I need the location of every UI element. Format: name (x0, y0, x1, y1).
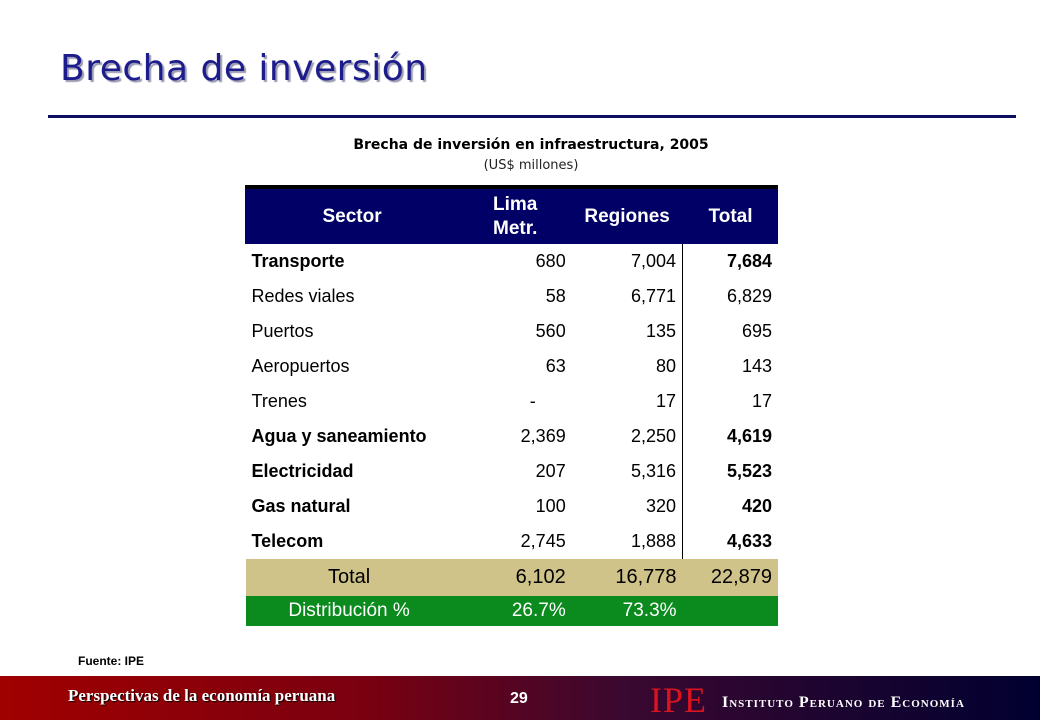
distribution-row: Distribución % 26.7% 73.3% (245, 596, 778, 626)
publication-title: Perspectivas de la economía peruana (68, 686, 336, 705)
table-row: Agua y saneamiento 2,369 2,250 4,619 (246, 419, 778, 454)
row-regiones: 2,250 (630, 426, 677, 446)
table-row: Telecom 2,745 1,888 4,633 (246, 524, 778, 559)
ipe-logo: IPE (650, 680, 707, 720)
row-lima: 2,369 (520, 426, 566, 446)
row-lima: 2,745 (520, 531, 566, 551)
row-regiones: 135 (645, 321, 677, 341)
total-row: Total 6,102 16,778 22,879 (245, 559, 778, 596)
row-total: 4,633 (682, 524, 778, 559)
total-label: Total (245, 559, 459, 596)
distribution-lima: 26.7% (458, 596, 572, 626)
row-total: 7,684 (682, 244, 778, 279)
table-row: Aeropuertos 63 80 143 (246, 349, 778, 384)
row-sector: Aeropuertos (251, 356, 350, 376)
row-regiones: 80 (656, 356, 677, 376)
row-lima: 58 (545, 286, 566, 306)
row-total: 143 (682, 349, 778, 384)
row-lima: 63 (545, 356, 566, 376)
row-sector: Redes viales (251, 286, 355, 306)
table-row: Puertos 560 135 695 (246, 314, 778, 349)
row-total: 695 (682, 314, 778, 349)
row-lima: 680 (535, 251, 566, 271)
row-lima: 207 (535, 461, 566, 481)
title-divider (48, 115, 1016, 118)
header-total: Total (682, 187, 778, 244)
source-note: Fuente: IPE (78, 654, 145, 668)
table-row: Electricidad 207 5,316 5,523 (246, 454, 778, 489)
institute-name: Instituto Peruano de Economía (722, 694, 965, 711)
table-row: Gas natural 100 320 420 (246, 489, 778, 524)
header-regiones: Regiones (571, 187, 683, 244)
row-total: 17 (682, 384, 778, 419)
row-sector: Trenes (251, 391, 307, 411)
distribution-regiones: 73.3% (571, 596, 683, 626)
row-regiones: 7,004 (630, 251, 677, 271)
distribution-label: Distribución % (245, 596, 459, 626)
row-total: 4,619 (682, 419, 778, 454)
table-subtitle: (US$ millones) (483, 158, 579, 173)
table-row: Transporte 680 7,004 7,684 (246, 244, 778, 279)
row-lima: 560 (535, 321, 566, 341)
total-regiones: 16,778 (571, 559, 683, 596)
row-sector: Agua y saneamiento (251, 426, 427, 446)
table-row: Trenes - 17 17 (246, 384, 778, 419)
row-lima: 100 (535, 496, 566, 516)
row-sector: Transporte (251, 251, 345, 271)
row-regiones: 17 (656, 391, 677, 411)
footer-bar (0, 676, 1040, 720)
row-sector: Telecom (251, 531, 324, 551)
row-sector: Electricidad (251, 461, 354, 481)
row-sector: Puertos (251, 321, 314, 341)
row-lima: - (529, 391, 536, 411)
row-total: 420 (682, 489, 778, 524)
row-total: 5,523 (682, 454, 778, 489)
row-regiones: 1,888 (630, 531, 677, 551)
slide-title: Brecha de inversión (60, 48, 428, 89)
distribution-total (682, 596, 778, 626)
row-regiones: 5,316 (630, 461, 677, 481)
total-total: 22,879 (682, 559, 778, 596)
investment-gap-table: Sector Lima Metr. Regiones Total Transpor… (244, 185, 778, 626)
row-regiones: 320 (645, 496, 677, 516)
header-sector: Sector (244, 187, 459, 244)
total-lima: 6,102 (458, 559, 572, 596)
row-total: 6,829 (682, 279, 778, 314)
header-lima: Lima Metr. (458, 187, 572, 244)
table-title: Brecha de inversión en infraestructura, … (353, 137, 709, 153)
table-row: Redes viales 58 6,771 6,829 (246, 279, 778, 314)
page-number: 29 (510, 690, 528, 707)
row-sector: Gas natural (251, 496, 351, 516)
row-regiones: 6,771 (630, 286, 677, 306)
table-header-row: Sector Lima Metr. Regiones Total (244, 187, 778, 244)
